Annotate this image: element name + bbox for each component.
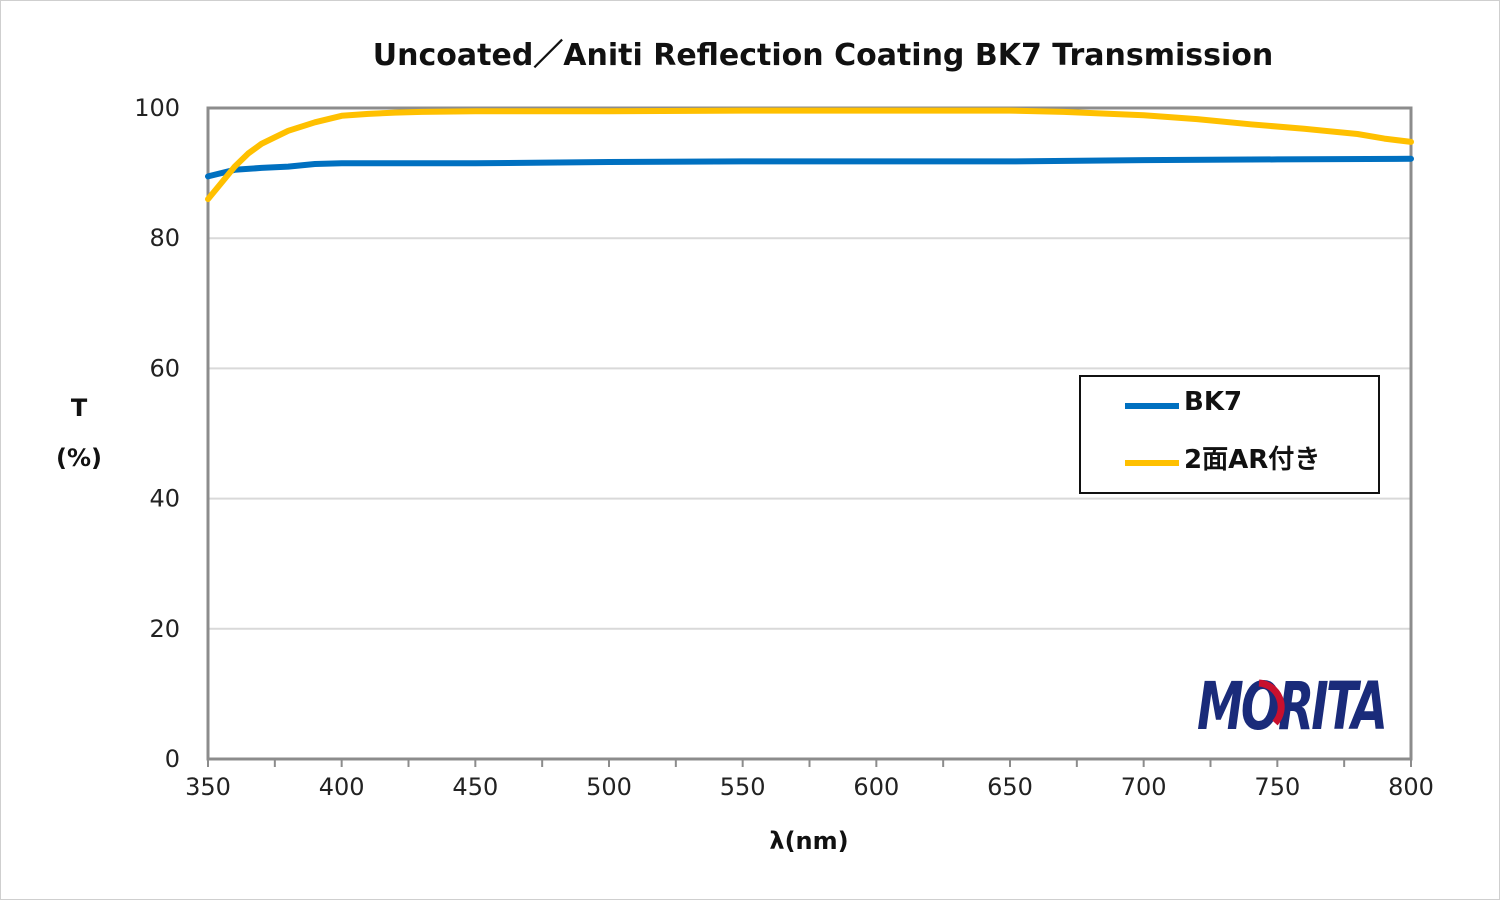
morita-logo-text: MORITA: [1197, 668, 1385, 745]
x-tick-label: 650: [987, 773, 1033, 801]
x-axis-ticks: 350 400 450 500 550 600 650 700 750 800: [185, 759, 1434, 801]
y-tick-label: 60: [149, 354, 180, 382]
grid-lines: [208, 237, 1411, 630]
x-tick-label: 500: [586, 773, 632, 801]
x-tick-label: 350: [185, 773, 231, 801]
y-tick-label: 20: [149, 615, 180, 643]
data-series: [205, 107, 1414, 203]
legend-label-ar: 2面AR付き: [1184, 445, 1320, 475]
x-tick-label: 600: [853, 773, 899, 801]
legend: BK7 2面AR付き: [1079, 375, 1380, 494]
x-tick-label: 450: [452, 773, 498, 801]
x-tick-label: 700: [1121, 773, 1167, 801]
y-axis-label-t: T: [71, 394, 88, 422]
legend-label-bk7: BK7: [1184, 387, 1242, 417]
y-tick-label: 40: [149, 485, 180, 513]
y-tick-label: 100: [134, 94, 180, 122]
y-tick-label: 80: [149, 224, 180, 252]
series-line-ar-coated: [205, 107, 1414, 203]
x-tick-label: 800: [1388, 773, 1434, 801]
series-line-bk7: [205, 155, 1414, 180]
legend-box: [1079, 375, 1380, 494]
y-tick-label: 0: [165, 745, 180, 773]
chart-title: Uncoated／Aniti Reflection Coating BK7 Tr…: [373, 38, 1273, 73]
logo-accent-arc: [1258, 679, 1285, 726]
x-tick-label: 550: [720, 773, 766, 801]
morita-logo: MORITA: [1197, 668, 1389, 745]
y-axis-ticks: 0 20 40 60 80 100: [134, 94, 180, 773]
y-axis-label-unit: (%): [56, 444, 102, 472]
x-axis-label: λ(nm): [769, 827, 848, 855]
x-tick-label: 400: [319, 773, 365, 801]
x-tick-label: 750: [1254, 773, 1300, 801]
